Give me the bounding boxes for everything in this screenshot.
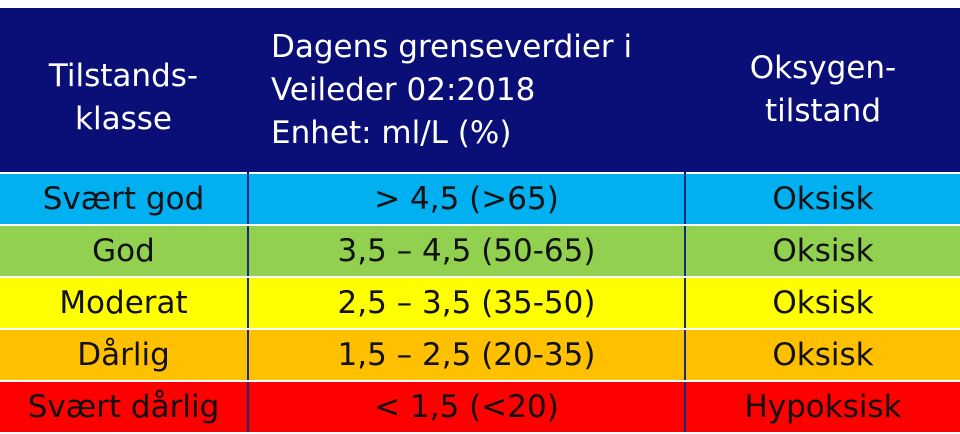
table-row: Svært god > 4,5 (>65) Oksisk	[0, 172, 960, 226]
oxygen-classification-table: Tilstands- klasse Dagens grenseverdier i…	[0, 8, 960, 434]
header-row: Tilstands- klasse Dagens grenseverdier i…	[0, 8, 960, 173]
cell-klasse: Svært dårlig	[0, 380, 248, 434]
table-row: Svært dårlig < 1,5 (<20) Hypoksisk	[0, 380, 960, 434]
table: Tilstands- klasse Dagens grenseverdier i…	[0, 8, 960, 434]
cell-tilstand: Oksisk	[684, 172, 960, 226]
cell-verdi: 1,5 – 2,5 (20-35)	[247, 328, 685, 382]
header-tilstandsklasse-line-1: Tilstands-	[48, 58, 199, 94]
table-row: God 3,5 – 4,5 (50-65) Oksisk	[0, 224, 960, 278]
header-oksygentilstand: Oksygen- tilstand	[684, 8, 960, 173]
cell-klasse: Dårlig	[0, 328, 248, 382]
header-oksygentilstand-line-1: Oksygen-	[749, 50, 897, 86]
cell-klasse: Moderat	[0, 276, 248, 330]
header-tilstandsklasse-line-2: klasse	[75, 101, 172, 137]
header-grenseverdier-line-2: Veileder 02:2018	[271, 71, 536, 108]
cell-verdi: 2,5 – 3,5 (35-50)	[247, 276, 685, 330]
header-tilstandsklasse: Tilstands- klasse	[0, 8, 248, 173]
cell-tilstand: Oksisk	[684, 328, 960, 382]
cell-verdi: < 1,5 (<20)	[247, 380, 685, 434]
table-row: Moderat 2,5 – 3,5 (35-50) Oksisk	[0, 276, 960, 330]
cell-verdi: > 4,5 (>65)	[247, 172, 685, 226]
cell-klasse: God	[0, 224, 248, 278]
table-row: Dårlig 1,5 – 2,5 (20-35) Oksisk	[0, 328, 960, 382]
cell-tilstand: Oksisk	[684, 276, 960, 330]
cell-tilstand: Oksisk	[684, 224, 960, 278]
cell-klasse: Svært god	[0, 172, 248, 226]
header-grenseverdier-line-3: Enhet: ml/L (%)	[271, 114, 512, 151]
header-grenseverdier: Dagens grenseverdier i Veileder 02:2018 …	[247, 8, 685, 173]
header-grenseverdier-line-1: Dagens grenseverdier i	[271, 28, 633, 65]
cell-verdi: 3,5 – 4,5 (50-65)	[247, 224, 685, 278]
header-oksygentilstand-line-2: tilstand	[764, 93, 881, 129]
cell-tilstand: Hypoksisk	[684, 380, 960, 434]
